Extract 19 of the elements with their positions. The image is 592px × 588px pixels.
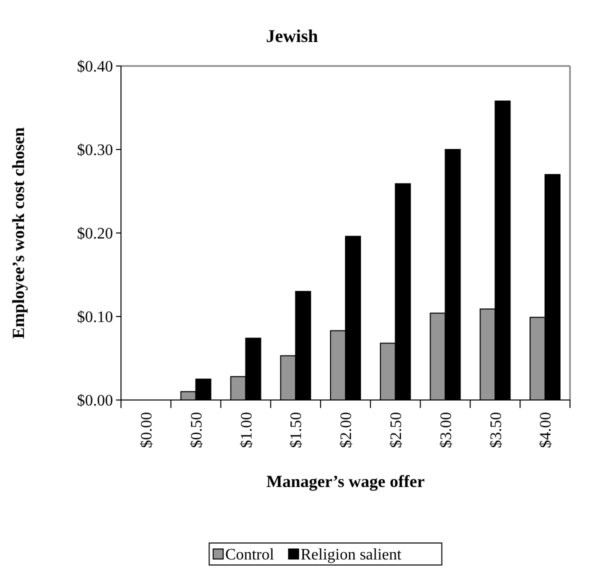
y-tick-label: $0.00 bbox=[77, 392, 113, 410]
x-tick-label: $4.00 bbox=[538, 412, 555, 448]
x-tick-label: $0.50 bbox=[188, 412, 206, 448]
y-tick-label: $0.20 bbox=[77, 226, 113, 243]
legend-label: Control bbox=[225, 546, 275, 564]
x-tick-label: $3.50 bbox=[488, 412, 505, 448]
y-tick-label: $0.10 bbox=[77, 309, 113, 326]
x-tick-label: $0.00 bbox=[138, 412, 156, 448]
y-tick-label: $0.40 bbox=[77, 58, 113, 76]
x-axis-title: Manager’s wage offer bbox=[266, 472, 426, 491]
y-axis-title: Employee’s work cost chosen bbox=[9, 126, 28, 339]
y-tick-label: $0.30 bbox=[77, 142, 113, 160]
legend-label: Religion salient bbox=[300, 546, 402, 564]
x-tick-label: $1.50 bbox=[288, 412, 306, 448]
chart-title: Jewish bbox=[266, 26, 318, 46]
x-tick-label: $2.00 bbox=[338, 412, 356, 448]
x-tick-label: $3.00 bbox=[438, 412, 455, 448]
x-tick-label: $1.00 bbox=[238, 412, 256, 448]
x-tick-label: $2.50 bbox=[388, 412, 405, 448]
